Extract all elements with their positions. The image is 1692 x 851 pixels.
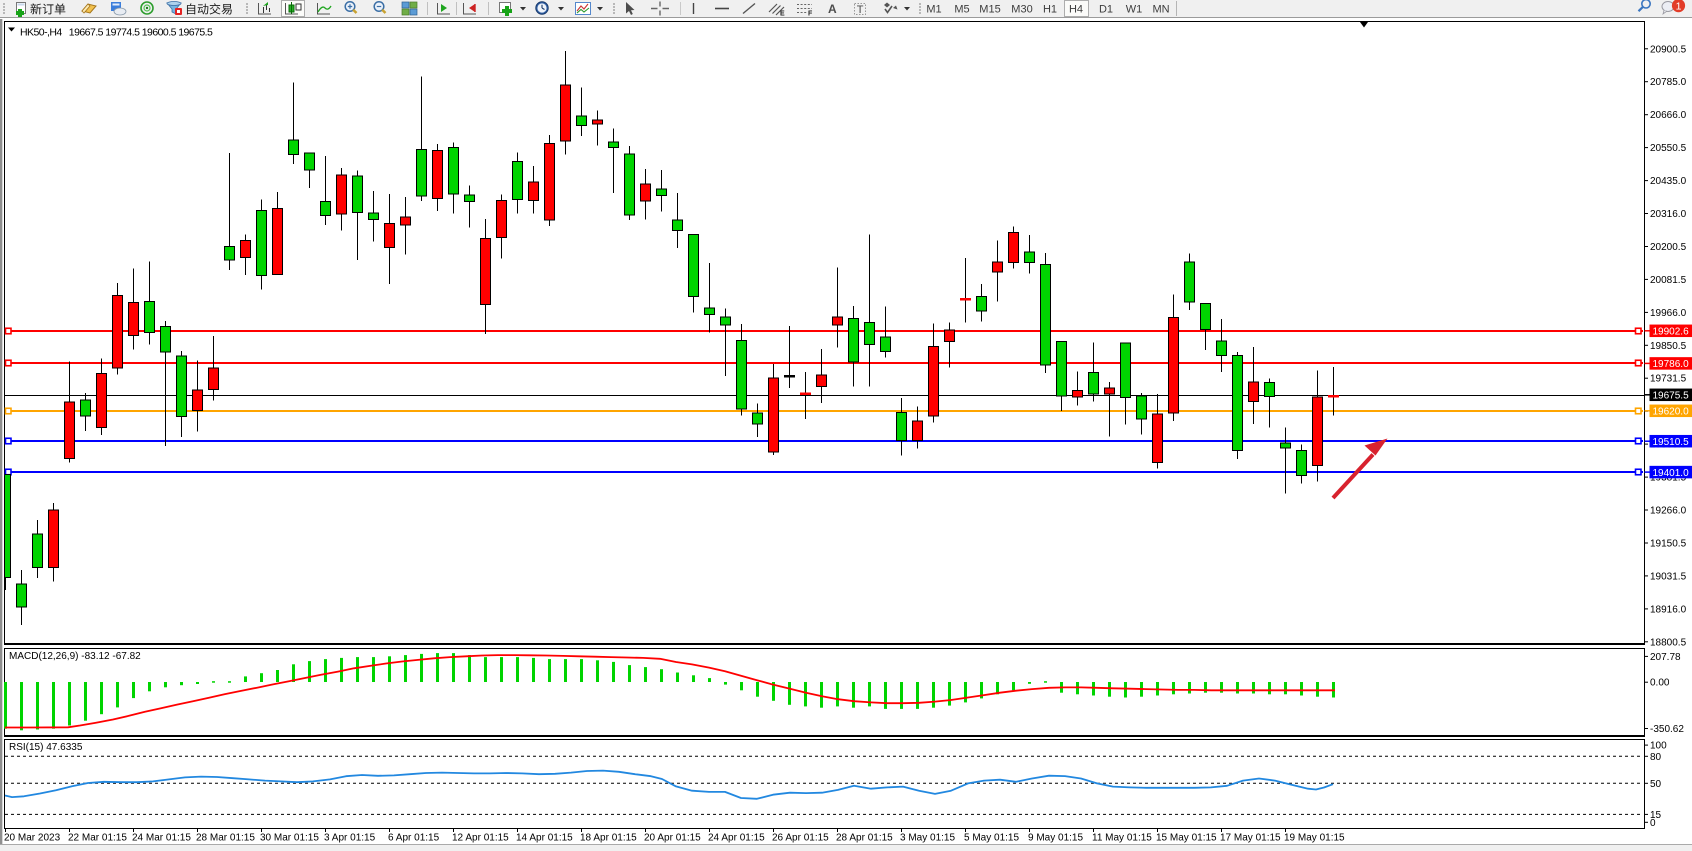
svg-text:D1: D1: [1099, 4, 1113, 16]
svg-text:20081.5: 20081.5: [1650, 275, 1687, 286]
svg-text:19731.5: 19731.5: [1650, 374, 1687, 385]
svg-text:20550.5: 20550.5: [1650, 143, 1687, 154]
svg-text:100: 100: [1650, 741, 1667, 752]
svg-text:RSI(15) 47.6335: RSI(15) 47.6335: [9, 742, 83, 753]
svg-text:20666.0: 20666.0: [1650, 110, 1687, 121]
svg-text:19675.5: 19675.5: [1653, 391, 1690, 402]
svg-text:0.00: 0.00: [1650, 678, 1670, 689]
svg-text:M15: M15: [979, 4, 1000, 16]
svg-text:H4: H4: [1069, 4, 1083, 16]
svg-text:6 Apr 01:15: 6 Apr 01:15: [388, 833, 440, 844]
svg-text:20900.5: 20900.5: [1650, 44, 1687, 55]
svg-text:1: 1: [1676, 0, 1682, 12]
svg-text:207.78: 207.78: [1650, 652, 1681, 663]
svg-text:9 May 01:15: 9 May 01:15: [1028, 833, 1083, 844]
svg-text:5 May 01:15: 5 May 01:15: [964, 833, 1019, 844]
svg-text:26 Apr 01:15: 26 Apr 01:15: [772, 833, 829, 844]
svg-text:22 Mar 01:15: 22 Mar 01:15: [68, 833, 127, 844]
svg-text:17 May 01:15: 17 May 01:15: [1220, 833, 1281, 844]
svg-text:19620.0: 19620.0: [1653, 407, 1690, 418]
svg-text:-350.62: -350.62: [1650, 724, 1684, 735]
svg-text:24 Mar 01:15: 24 Mar 01:15: [132, 833, 191, 844]
svg-text:A: A: [828, 2, 837, 16]
svg-text:20785.0: 20785.0: [1650, 77, 1687, 88]
svg-text:F: F: [808, 11, 813, 18]
svg-text:15: 15: [1650, 810, 1662, 821]
svg-text:W1: W1: [1126, 4, 1143, 16]
svg-text:18916.0: 18916.0: [1650, 604, 1687, 615]
svg-text:28 Apr 01:15: 28 Apr 01:15: [836, 833, 893, 844]
svg-text:19401.0: 19401.0: [1653, 468, 1690, 479]
svg-text:3 May 01:15: 3 May 01:15: [900, 833, 955, 844]
svg-text:20316.0: 20316.0: [1650, 209, 1687, 220]
svg-text:0: 0: [1650, 818, 1656, 829]
svg-text:3 Apr 01:15: 3 Apr 01:15: [324, 833, 376, 844]
svg-text:18800.5: 18800.5: [1650, 637, 1687, 648]
svg-text:24 Apr 01:15: 24 Apr 01:15: [708, 833, 765, 844]
svg-text:HK50-,H4 19667.5 19774.5 196: HK50-,H4 19667.5 19774.5 19600.5 19675.5: [20, 27, 213, 39]
svg-text:28 Mar 01:15: 28 Mar 01:15: [196, 833, 255, 844]
svg-text:19150.5: 19150.5: [1650, 539, 1687, 550]
svg-text:80: 80: [1650, 752, 1662, 763]
svg-text:T: T: [857, 4, 864, 16]
svg-text:19510.5: 19510.5: [1653, 437, 1690, 448]
svg-text:MN: MN: [1152, 4, 1169, 16]
svg-text:12 Apr 01:15: 12 Apr 01:15: [452, 833, 509, 844]
svg-text:H1: H1: [1043, 4, 1057, 16]
svg-text:14 Apr 01:15: 14 Apr 01:15: [516, 833, 573, 844]
svg-text:19850.5: 19850.5: [1650, 341, 1687, 352]
svg-text:M30: M30: [1011, 4, 1032, 16]
svg-text:MACD(12,26,9) -83.12 -67.82: MACD(12,26,9) -83.12 -67.82: [9, 651, 141, 662]
svg-text:20200.5: 20200.5: [1650, 242, 1687, 253]
svg-text:M5: M5: [954, 4, 969, 16]
svg-text:19266.0: 19266.0: [1650, 506, 1687, 517]
svg-text:M1: M1: [926, 4, 941, 16]
svg-text:20 Apr 01:15: 20 Apr 01:15: [644, 833, 701, 844]
svg-text:15 May 01:15: 15 May 01:15: [1156, 833, 1217, 844]
svg-text:20 Mar 2023: 20 Mar 2023: [4, 833, 61, 844]
svg-text:19966.0: 19966.0: [1650, 308, 1687, 319]
svg-text:50: 50: [1650, 779, 1662, 790]
svg-text:20435.0: 20435.0: [1650, 176, 1687, 187]
svg-text:E: E: [780, 11, 785, 18]
svg-text:19031.5: 19031.5: [1650, 571, 1687, 582]
svg-text:19 May 01:15: 19 May 01:15: [1284, 833, 1345, 844]
svg-text:19786.0: 19786.0: [1653, 359, 1690, 370]
svg-text:18 Apr 01:15: 18 Apr 01:15: [580, 833, 637, 844]
svg-text:30 Mar 01:15: 30 Mar 01:15: [260, 833, 319, 844]
svg-text:11 May 01:15: 11 May 01:15: [1092, 833, 1152, 844]
svg-text:19902.6: 19902.6: [1653, 327, 1690, 338]
